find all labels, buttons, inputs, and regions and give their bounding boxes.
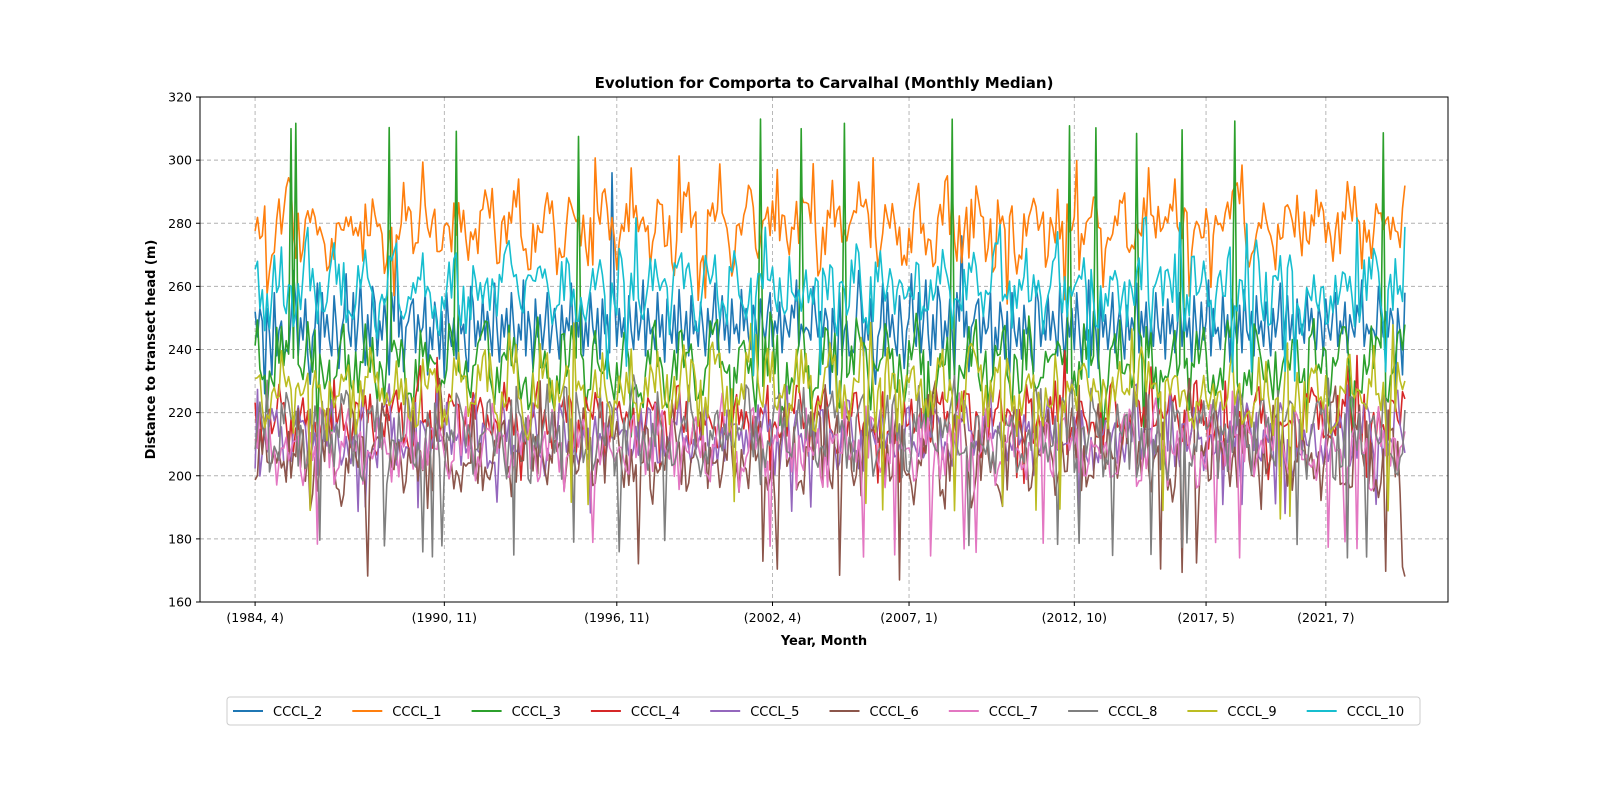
legend-item: CCCL_5 [710, 705, 799, 720]
legend-item: CCCL_9 [1187, 705, 1277, 720]
x-axis-ticks: (1984, 4) (1990, 11) (1996, 11) (2002, 4) (2… [226, 602, 1355, 625]
y-tick-label: 320 [168, 90, 192, 105]
legend-item: CCCL_6 [829, 705, 919, 720]
x-tick-label: (1990, 11) [412, 610, 477, 625]
x-axis-label: Year, Month [780, 634, 867, 649]
y-tick-label: 300 [168, 153, 192, 168]
legend-label: CCCL_3 [512, 705, 561, 720]
series-line-cccl-9 [254, 321, 1406, 520]
series-line-cccl-8 [254, 374, 1406, 559]
legend-label: CCCL_6 [870, 705, 919, 720]
legend-item: CCCL_10 [1306, 705, 1405, 720]
legend-label: CCCL_4 [631, 705, 680, 720]
x-tick-label: (1996, 11) [584, 610, 649, 625]
legend-label: CCCL_2 [273, 705, 322, 720]
x-tick-label: (2017, 5) [1177, 610, 1234, 625]
y-tick-label: 200 [168, 468, 192, 483]
y-tick-label: 280 [168, 216, 192, 231]
series-line-cccl-1 [254, 155, 1406, 305]
legend-label: CCCL_8 [1108, 705, 1157, 720]
series-line-cccl-7 [254, 390, 1406, 559]
legend-item: CCCL_1 [352, 705, 442, 720]
series-line-cccl-10 [254, 216, 1406, 382]
legend-label: CCCL_5 [750, 705, 799, 720]
legend-label: CCCL_7 [989, 705, 1038, 720]
chart-title: Evolution for Comporta to Carvalhal (Mon… [595, 74, 1054, 92]
legend-box [226, 696, 1421, 726]
y-tick-label: 260 [168, 279, 192, 294]
legend: CCCL_2 CCCL_1 CCCL_3 CCCL_4 CCCL_5 CCCL_6 CCCL… [226, 696, 1421, 726]
legend-item: CCCL_2 [233, 705, 322, 720]
series-layer [254, 118, 1406, 581]
legend-item: CCCL_4 [590, 705, 680, 720]
x-tick-label: (2007, 1) [880, 610, 937, 625]
legend-item: CCCL_7 [948, 705, 1038, 720]
y-axis-ticks: 160 180 200 220 240 260 280 300 320 [168, 90, 200, 610]
legend-label: CCCL_1 [392, 705, 441, 720]
x-tick-label: (2002, 4) [744, 610, 801, 625]
y-tick-label: 220 [168, 405, 192, 420]
legend-item: CCCL_8 [1068, 705, 1157, 720]
x-tick-label: (2021, 7) [1297, 610, 1354, 625]
y-tick-label: 180 [168, 531, 192, 546]
y-tick-label: 240 [168, 342, 192, 357]
legend-item: CCCL_3 [471, 705, 561, 720]
x-tick-label: (2012, 10) [1042, 610, 1107, 625]
legend-label: CCCL_10 [1347, 705, 1405, 720]
y-axis-label: Distance to transect head (m) [144, 240, 159, 460]
y-tick-label: 160 [168, 595, 192, 610]
legend-label: CCCL_9 [1227, 705, 1276, 720]
series-line-cccl-3 [254, 118, 1406, 438]
x-tick-label: (1984, 4) [226, 610, 283, 625]
